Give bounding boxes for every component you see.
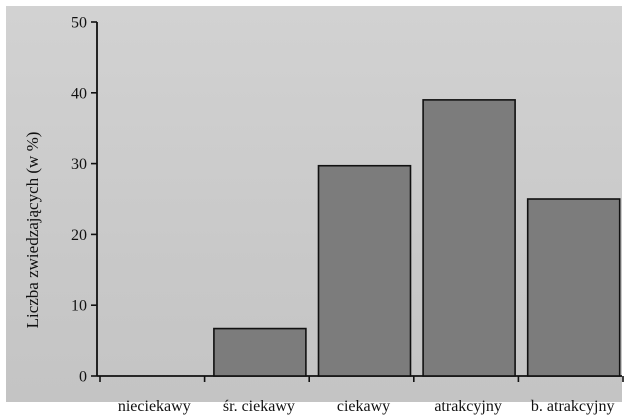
bar-4 — [422, 99, 516, 377]
bar-2 — [213, 327, 307, 377]
y-tick-label: 10 — [71, 298, 87, 315]
bar-3 — [317, 164, 412, 377]
bars — [213, 99, 621, 377]
x-tick-label: atrakcyjny — [434, 398, 502, 415]
y-tick-label: 40 — [71, 85, 87, 102]
y-tick-label: 30 — [71, 156, 87, 173]
y-ticks: 0 10 20 30 40 50 — [71, 15, 97, 386]
x-tick-label: śr. ciekawy — [223, 398, 295, 415]
x-tick-label: ciekawy — [337, 398, 390, 415]
plot-background — [6, 6, 622, 402]
x-tick-label: nieciekawy — [118, 398, 191, 415]
x-ticks: nieciekawy śr. ciekawy ciekawy atrakcyjny b.… — [99, 376, 624, 415]
y-tick-label: 0 — [79, 369, 87, 386]
bar-5 — [526, 198, 621, 377]
y-tick-label: 20 — [71, 227, 87, 244]
y-axis-label: Liczba zwiedzających (w %) — [23, 132, 42, 329]
x-tick-label: b. atrakcyjny — [531, 398, 615, 415]
y-tick-label: 50 — [71, 15, 87, 32]
